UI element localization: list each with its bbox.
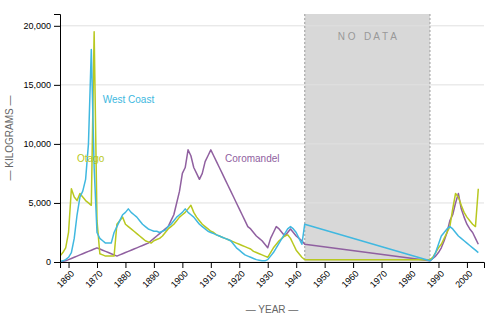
x-tick-label: 1870 (83, 268, 104, 289)
x-tick-mark (467, 262, 468, 268)
no-data-region (305, 14, 430, 262)
x-tick-label: 1910 (197, 268, 218, 289)
x-tick-mark (97, 262, 98, 268)
x-tick-label: 1900 (169, 268, 190, 289)
x-tick: 1870 (83, 262, 104, 290)
chart-svg: 1860 1870 1880 1890 1900 1910 1920 1930 1940 1950… (0, 0, 500, 318)
x-tick-label: 1890 (140, 268, 161, 289)
y-axis: 0 5,000 10,000 15,000 20,000 (23, 15, 60, 268)
x-tick-mark (239, 262, 240, 268)
x-tick-mark (125, 262, 126, 268)
x-axis-title: — YEAR — (246, 304, 299, 315)
x-tick-mark (154, 262, 155, 268)
x-tick: 1970 (368, 262, 389, 290)
series-line (60, 150, 478, 262)
x-tick-label: 1880 (112, 268, 133, 289)
x-tick-mark (410, 262, 411, 268)
x-tick-mark (353, 262, 354, 268)
x-tick: 1900 (169, 262, 190, 290)
y-tick-mark (54, 203, 60, 204)
x-tick: 1940 (283, 262, 304, 290)
x-axis: 1860 1870 1880 1890 1900 1910 1920 1930 1940 1950… (55, 262, 485, 290)
grid-line (60, 25, 484, 26)
x-tick-label: 1940 (283, 268, 304, 289)
x-tick-label: 1980 (396, 268, 417, 289)
grid-line (60, 202, 484, 203)
chart-container: 1860 1870 1880 1890 1900 1910 1920 1930 1940 1950… (0, 0, 500, 318)
x-tick: 1890 (140, 262, 161, 290)
x-tick-mark (69, 262, 70, 268)
y-tick-mark (54, 144, 60, 145)
series-line (60, 49, 478, 261)
x-axis-line (61, 263, 485, 269)
x-tick-mark (182, 262, 183, 268)
no-data-boundary (429, 14, 430, 262)
y-tick-label: 15,000 (23, 80, 51, 90)
x-tick: 1960 (340, 262, 361, 290)
x-tick-mark (211, 262, 212, 268)
x-tick-mark (325, 262, 326, 268)
x-tick: 1860 (55, 262, 76, 290)
x-tick-label: 1950 (311, 268, 332, 289)
x-tick-mark (296, 262, 297, 268)
x-tick: 2000 (453, 262, 474, 290)
plot-area (60, 14, 484, 262)
grid-line (60, 262, 484, 263)
y-tick-mark (54, 26, 60, 27)
y-tick-label: 0 (46, 257, 51, 267)
y-tick: 0 (46, 257, 60, 267)
y-tick-label: 5,000 (28, 198, 51, 208)
x-tick-label: 1990 (425, 268, 446, 289)
x-tick: 1980 (396, 262, 417, 290)
y-tick-label: 20,000 (23, 21, 51, 31)
x-tick-mark (268, 262, 269, 268)
x-tick-label: 1970 (368, 268, 389, 289)
y-axis-line (54, 15, 61, 263)
x-tick-mark (382, 262, 383, 268)
y-tick: 10,000 (23, 139, 60, 149)
x-tick-mark (438, 262, 439, 268)
y-tick-label: 10,000 (23, 139, 51, 149)
series-label: Coromandel (225, 153, 279, 164)
x-tick: 1930 (254, 262, 275, 290)
y-axis-title: — KILOGRAMS — (4, 95, 15, 180)
x-tick-label: 1920 (226, 268, 247, 289)
x-tick: 1950 (311, 262, 332, 290)
x-tick: 1920 (226, 262, 247, 290)
x-tick-label: 2000 (453, 268, 474, 289)
series-label: West Coast (103, 94, 155, 105)
y-tick: 5,000 (28, 198, 60, 208)
x-tick-label: 1860 (55, 268, 76, 289)
x-tick: 1910 (197, 262, 218, 290)
grid-line (60, 143, 484, 144)
series-line (60, 32, 478, 260)
x-tick-label: 1960 (340, 268, 361, 289)
x-tick: 1880 (112, 262, 133, 290)
y-tick-mark (54, 85, 60, 86)
y-tick-mark (54, 262, 60, 263)
x-tick: 1990 (425, 262, 446, 290)
no-data-label: N O D A T A (338, 31, 397, 42)
grid-line (60, 84, 484, 85)
series-label: Otago (77, 153, 105, 164)
y-tick: 15,000 (23, 80, 60, 90)
x-tick-label: 1930 (254, 268, 275, 289)
y-tick: 20,000 (23, 21, 60, 31)
